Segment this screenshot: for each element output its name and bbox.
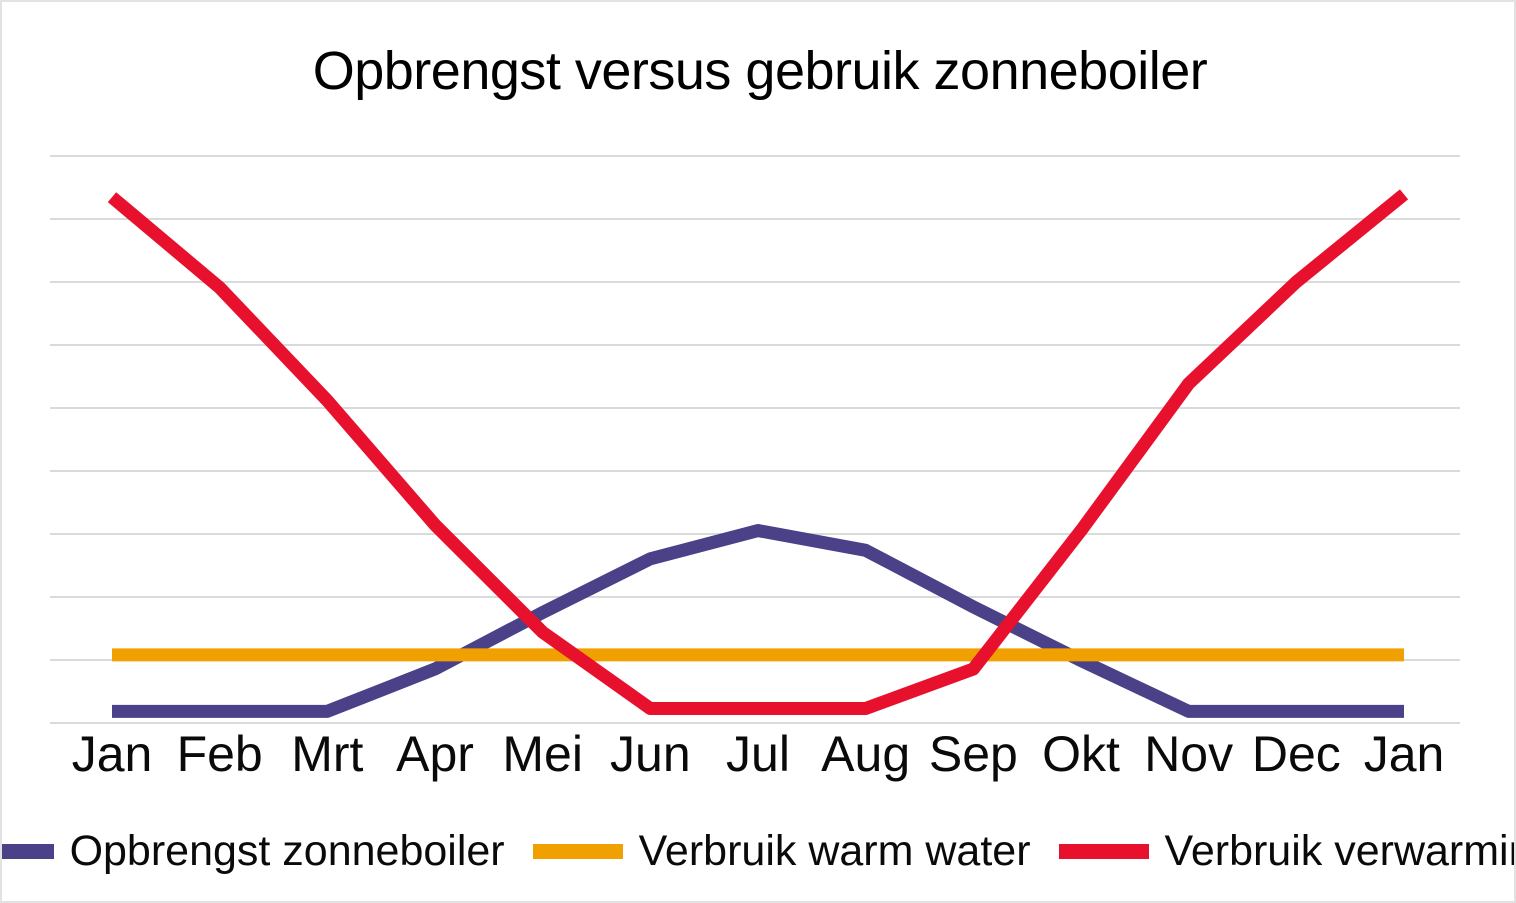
x-tick-label: Sep <box>928 726 1018 782</box>
chart-legend: Opbrengst zonneboiler Verbruik warm water… <box>2 820 1514 882</box>
gridline <box>50 470 1460 472</box>
x-tick-label: Jun <box>610 726 691 782</box>
x-tick-label: Feb <box>176 726 263 782</box>
x-tick-label: Mrt <box>291 726 364 782</box>
gridline <box>50 596 1460 598</box>
x-tick-label: Apr <box>396 726 474 782</box>
plot-area <box>50 147 1460 724</box>
x-axis-tick-labels: Jan Feb Mrt Apr Mei Jun Jul Aug Sep Okt Nov Dec Jan <box>50 724 1460 786</box>
gridline <box>50 344 1460 346</box>
x-tick-label: Dec <box>1251 726 1341 782</box>
x-tick-label: Jan <box>71 726 153 782</box>
x-tick-label: Jul <box>726 726 790 782</box>
legend-item-2[interactable]: Verbruik verwarming <box>1058 826 1514 876</box>
series-line-2 <box>107 189 1409 716</box>
gridline <box>50 722 1460 724</box>
x-tick-label: Mei <box>502 726 583 782</box>
series-lines <box>107 189 1409 718</box>
legend-item-1[interactable]: Verbruik warm water <box>532 826 1031 876</box>
x-tick-label: Okt <box>1042 726 1120 782</box>
legend-item-label: Verbruik warm water <box>638 827 1031 875</box>
series-line-0 <box>112 524 1404 718</box>
x-tick-label: Jan <box>1363 726 1445 782</box>
legend-item-label: Opbrengst zonneboiler <box>69 827 505 875</box>
chart-title: Opbrengst versus gebruik zonneboiler <box>312 41 1208 101</box>
legend-color-swatch <box>1058 843 1149 859</box>
x-tick-label: Nov <box>1144 726 1234 782</box>
gridline <box>50 281 1460 283</box>
legend-color-swatch <box>2 843 54 859</box>
gridline <box>50 218 1460 220</box>
gridline <box>50 407 1460 409</box>
legend-item-0[interactable]: Opbrengst zonneboiler <box>2 826 505 876</box>
gridline <box>50 155 1460 157</box>
legend-color-swatch <box>532 843 623 859</box>
legend-item-label: Verbruik verwarming <box>1164 827 1514 875</box>
x-tick-label: Aug <box>821 726 911 782</box>
